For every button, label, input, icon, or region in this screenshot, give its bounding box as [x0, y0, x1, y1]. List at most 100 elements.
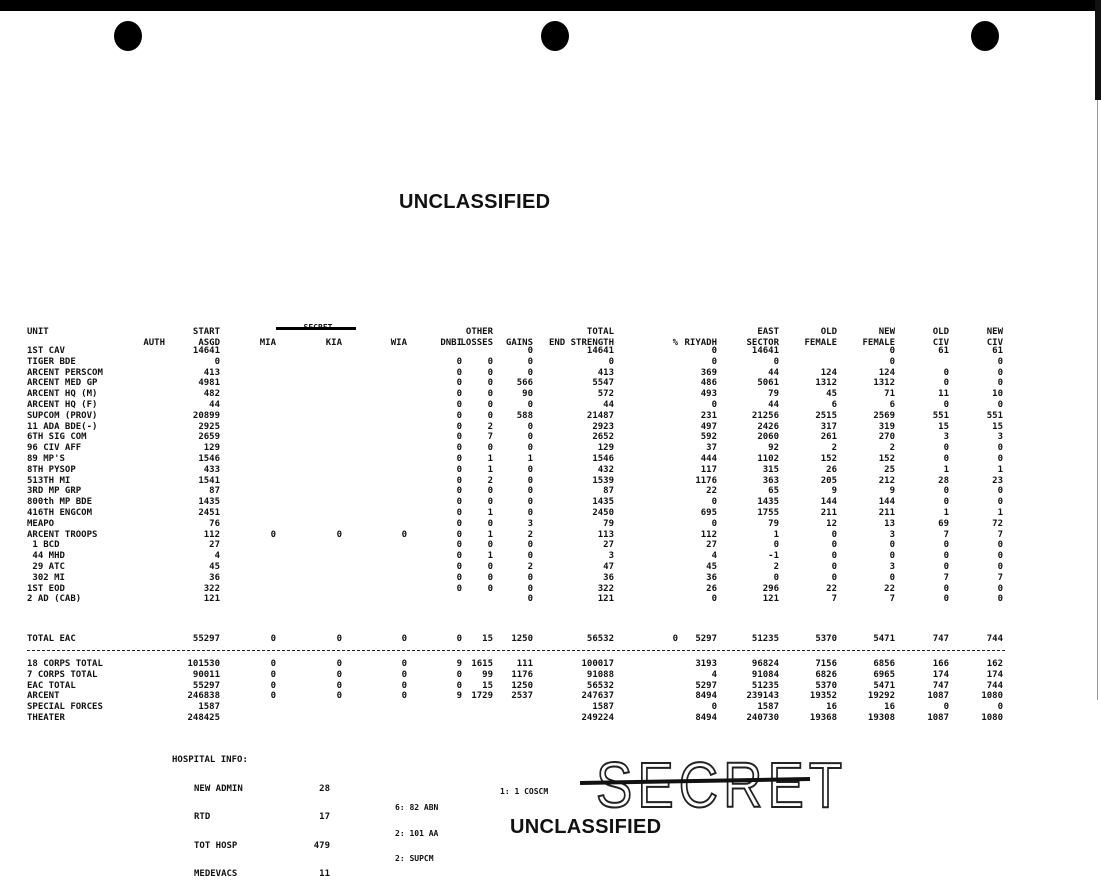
cell-new-civ: 61 — [992, 346, 1003, 356]
classification-top: UNCLASSIFIED — [399, 191, 551, 213]
cell-east-sector: 1102 — [757, 453, 779, 464]
cell-other-losses: 15 — [482, 680, 493, 691]
hospital-label: NEW ADMIN — [194, 783, 243, 794]
cell-old-civ: 0 — [943, 399, 949, 410]
cell-new-female: 5471 — [873, 680, 895, 691]
cell-kia: 0 — [336, 634, 342, 644]
cell-total-end-strength: 2652 — [592, 432, 614, 443]
cell-start-asgd: 129 — [203, 443, 220, 454]
cell-riyadh: 8494 — [695, 712, 717, 723]
cell-unit: 8TH PYSOP — [27, 464, 76, 475]
cell-gains: 1250 — [511, 680, 533, 691]
cell-unit: 96 CIV AFF — [27, 443, 82, 454]
cell-riyadh: 695 — [700, 507, 717, 518]
cell-new-female: 1312 — [873, 378, 895, 389]
cell-total-end-strength: 0 — [608, 356, 614, 367]
cell-new-civ: 0 — [997, 486, 1003, 497]
cell-new-civ: 1080 — [981, 712, 1003, 723]
cell-total-end-strength: 121 — [597, 594, 614, 605]
cell-old-civ: 61 — [938, 346, 949, 356]
cell-old-female: 1312 — [815, 378, 837, 389]
cell-old-civ: 7 — [943, 572, 949, 583]
punch-hole — [114, 21, 142, 51]
summary-row: 7 CORPS TOTAL 90011 0 0 0 0 99 1176 91088 4 91084 6… — [27, 670, 1027, 681]
hospital-item: MEDEVACS 11 — [172, 869, 330, 880]
cell-dnbi: 0 — [456, 518, 462, 529]
cell-riyadh: 4 — [711, 669, 717, 680]
cell-new-civ: 1 — [997, 464, 1003, 475]
cell-new-female: 16 — [884, 702, 895, 713]
cell-total-end-strength: 27 — [603, 540, 614, 551]
cell-mia: 0 — [270, 669, 276, 680]
cell-riyadh: 0 — [711, 518, 717, 529]
cell-total-end-strength: 91088 — [586, 669, 614, 680]
cell-start-asgd: 87 — [209, 486, 220, 497]
classification-bottom: UNCLASSIFIED — [510, 816, 662, 838]
cell-gains: 0 — [527, 551, 533, 562]
table-row: ARCENT MED GP 4981 0 0 566 5547 486 5061 1312 131… — [27, 378, 1027, 389]
cell-dnbi: 9 — [456, 659, 462, 669]
cell-total-end-strength: 1435 — [592, 497, 614, 508]
cell-other-losses: 0 — [487, 486, 493, 497]
cell-mia: 0 — [270, 529, 276, 540]
cell-kia: 0 — [336, 691, 342, 702]
notes: 6: 82 ABN 2: 101 AA 2: SUPCM — [395, 787, 438, 872]
total-row: TOTAL EAC 55297 0 0 0 0 15 1250 56532 0 5297 51235 5… — [27, 634, 1027, 645]
cell-total-end-strength: 1587 — [592, 702, 614, 713]
cell-old-female: FEMALE — [804, 337, 837, 348]
cell-new-female: 2569 — [873, 410, 895, 421]
cell-new-civ: 0 — [997, 497, 1003, 508]
cell-total-end-strength: 5547 — [592, 378, 614, 389]
cell-gains: 0 — [527, 497, 533, 508]
cell-new-civ: 174 — [986, 669, 1003, 680]
summary-row: ARCENT 246838 0 0 0 9 1729 2537 247637 8494 239143… — [27, 691, 1027, 702]
cell-riyadh: 444 — [700, 453, 717, 464]
cell-dnbi: DNBI — [440, 337, 462, 348]
cell-dnbi: 0 — [456, 507, 462, 518]
cell-total-end-strength: 129 — [597, 443, 614, 454]
cell-east-sector: 21256 — [751, 410, 779, 421]
table-row: 3RD MP GRP 87 0 0 0 87 22 65 9 9 0 0 — [27, 486, 1027, 497]
table-row: ARCENT HQ (M) 482 0 0 90 572 493 79 45 71 11 10 — [27, 389, 1027, 400]
cell-unit: 2 AD (CAB) — [27, 594, 82, 605]
cell-dnbi: 0 — [456, 551, 462, 562]
cell-gains: 0 — [527, 356, 533, 367]
cell-old-female: 0 — [831, 561, 837, 572]
cell-east-sector: 51235 — [751, 680, 779, 691]
cell-mia: 0 — [270, 680, 276, 691]
cell-other-losses: 2 — [487, 475, 493, 486]
cell-dnbi: 0 — [456, 421, 462, 432]
cell-start-asgd: 2925 — [198, 421, 220, 432]
cell-east-sector: 44 — [768, 399, 779, 410]
cell-total-end-strength: 56532 — [586, 680, 614, 691]
cell-new-female: 0 — [889, 356, 895, 367]
cell-old-female: 0 — [831, 540, 837, 551]
dashed-divider — [27, 650, 1005, 651]
cell-other-losses: 0 — [487, 389, 493, 400]
cell-total-end-strength: 249224 — [581, 712, 614, 723]
cell-other-losses: OTHER — [465, 327, 493, 337]
cell-new-civ: 0 — [997, 702, 1003, 713]
cell-mia: 0 — [270, 634, 276, 644]
cell-dnbi: 0 — [456, 356, 462, 367]
cell-unit: THEATER — [27, 712, 65, 723]
cell-east-sector: 65 — [768, 486, 779, 497]
cell-old-female: 2515 — [815, 410, 837, 421]
cell-old-female: 45 — [826, 389, 837, 400]
cell-total-end-strength: 413 — [597, 367, 614, 378]
cell-riyadh: 0 — [711, 346, 717, 356]
cell-other-losses: 2 — [487, 421, 493, 432]
cell-gains: 0 — [527, 464, 533, 475]
scan-top-border — [0, 0, 1101, 11]
cell-gains: 0 — [527, 421, 533, 432]
cell-start-asgd: 1541 — [198, 475, 220, 486]
cell-dnbi: 0 — [456, 464, 462, 475]
cell-other-losses: 1 — [487, 529, 493, 540]
cell-gains: 2 — [527, 561, 533, 572]
cell-unit: 29 ATC — [27, 561, 65, 572]
table-row: 2 AD (CAB) 121 0 121 0 121 7 7 0 0 — [27, 594, 1027, 605]
cell-east-sector: 296 — [762, 583, 779, 594]
cell-riyadh: 0 — [711, 399, 717, 410]
cell-dnbi: 0 — [456, 572, 462, 583]
cell-old-civ: 1 — [943, 464, 949, 475]
